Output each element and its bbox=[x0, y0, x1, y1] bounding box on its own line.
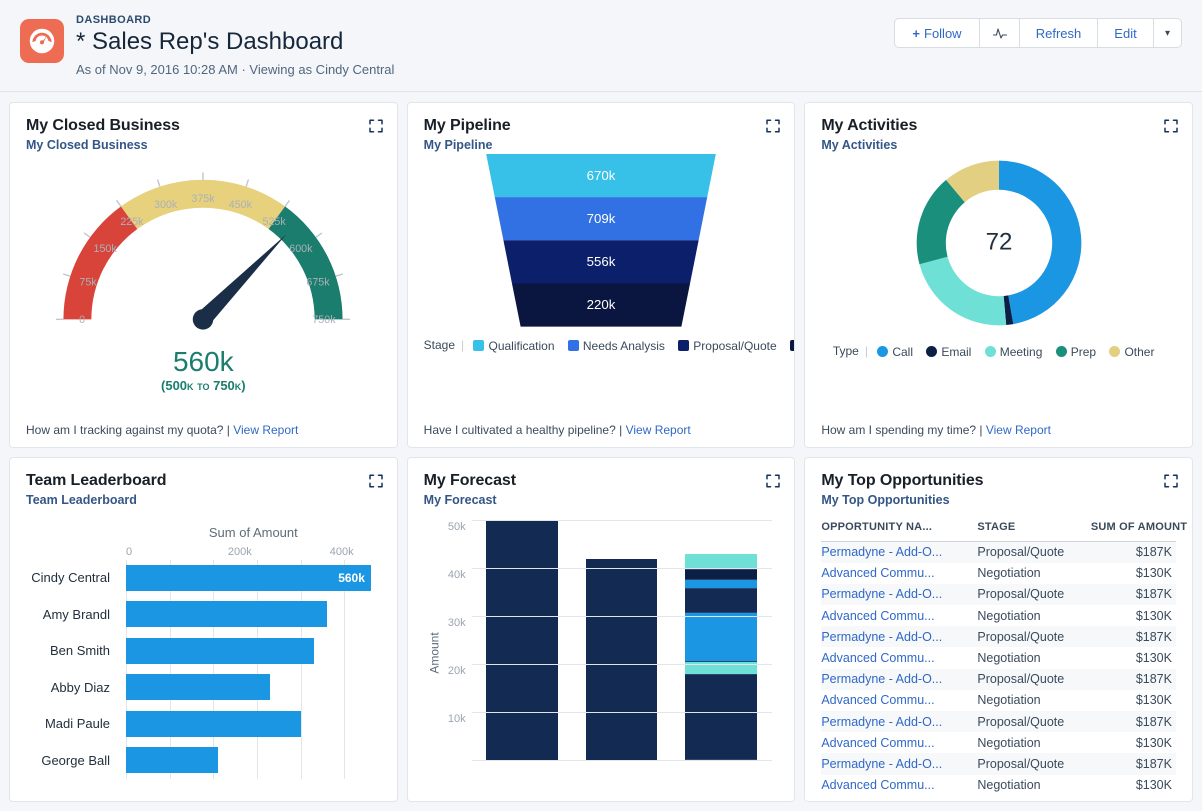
svg-text:150k: 150k bbox=[94, 243, 118, 255]
svg-text:225k: 225k bbox=[121, 216, 145, 228]
svg-text:525k: 525k bbox=[263, 216, 287, 228]
svg-text:600k: 600k bbox=[290, 243, 314, 255]
svg-text:0: 0 bbox=[79, 314, 85, 326]
svg-text:670k: 670k bbox=[587, 168, 616, 183]
svg-text:750k: 750k bbox=[313, 314, 337, 326]
svg-text:75k: 75k bbox=[80, 277, 98, 289]
svg-text:72: 72 bbox=[985, 228, 1012, 255]
svg-text:556k: 556k bbox=[587, 254, 616, 269]
svg-text:220k: 220k bbox=[587, 297, 616, 312]
svg-text:450k: 450k bbox=[229, 199, 253, 211]
svg-text:300k: 300k bbox=[154, 199, 178, 211]
svg-text:375k: 375k bbox=[192, 193, 216, 205]
svg-text:675k: 675k bbox=[307, 277, 331, 289]
svg-text:709k: 709k bbox=[587, 211, 616, 226]
